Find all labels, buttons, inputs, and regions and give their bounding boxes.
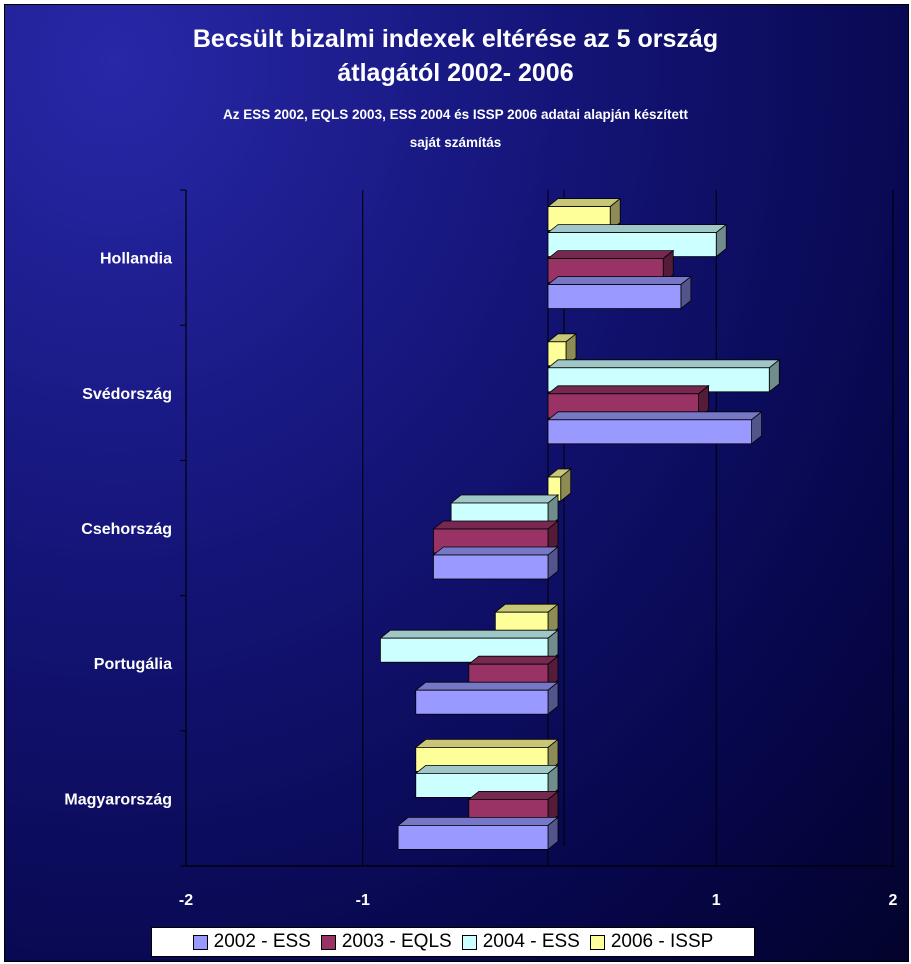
chart-subtitle-line-2: saját számítás <box>409 135 502 150</box>
legend-swatch-2002-ess <box>192 934 208 950</box>
bar-2002-ess-4-top <box>396 817 560 826</box>
legend-item-2004-ess: 2004 - ESS <box>461 931 580 953</box>
bar-2002-ess-0-top <box>546 276 693 286</box>
bar-2004-ess-1-top <box>546 359 781 369</box>
legend-label-2002-ess: 2002 - ESS <box>213 931 311 952</box>
bar-2006-issp-4-top <box>414 739 560 748</box>
legend-label-2003-eqls: 2003 - EQLS <box>341 931 452 952</box>
bar-2006-issp-3-top <box>494 603 560 613</box>
legend-item-2006-issp: 2006 - ISSP <box>589 931 714 953</box>
legend-label-2006-issp: 2006 - ISSP <box>610 931 714 952</box>
bar-2002-ess-2-top <box>432 546 560 556</box>
x-tick-label: 2 <box>889 892 898 909</box>
bar-2003-eqls-0-top <box>546 250 675 260</box>
category-label: Portugália <box>94 656 172 673</box>
bar-2003-eqls-2-top <box>432 520 560 530</box>
x-tick-label: 1 <box>712 892 721 909</box>
bar-2004-ess-3-top <box>379 629 560 639</box>
legend-item-2002-ess: 2002 - ESS <box>192 931 311 953</box>
x-tick-label: -1 <box>356 892 370 909</box>
chart-subtitle-line-1: Az ESS 2002, EQLS 2003, ESS 2004 és ISSP… <box>222 107 688 122</box>
chart-title-line-2: átlagától 2002- 2006 <box>337 59 574 87</box>
x-tick-label: -2 <box>179 892 193 909</box>
legend-swatch-2006-issp <box>589 934 605 950</box>
legend-label-2004-ess: 2004 - ESS <box>482 931 580 952</box>
bar-2006-issp-0-top <box>546 198 622 208</box>
chart-title: Becsült bizalmi indexek eltérése az 5 or… <box>0 22 911 90</box>
bar-2003-eqls-3-top <box>467 655 560 665</box>
legend-swatch-2003-eqls <box>320 934 336 950</box>
category-label: Magyarország <box>64 791 172 808</box>
bar-2002-ess-1 <box>547 419 753 445</box>
category-label: Hollandia <box>100 251 172 268</box>
bar-2002-ess-3-top <box>414 681 560 691</box>
legend-swatch-2004-ess <box>461 934 477 950</box>
bar-2004-ess-0-top <box>546 224 728 234</box>
bar-2004-ess-4-top <box>414 765 560 774</box>
chart-legend: 2002 - ESS 2003 - EQLS 2004 - ESS 2006 -… <box>151 927 755 957</box>
category-label: Csehország <box>81 521 172 538</box>
bar-2004-ess-2-top <box>449 494 560 504</box>
bar-2003-eqls-1-top <box>546 385 710 395</box>
category-label: Svédország <box>82 386 172 403</box>
bar-2002-ess-1-top <box>546 411 763 421</box>
chart-title-line-1: Becsült bizalmi indexek eltérése az 5 or… <box>192 25 719 53</box>
bar-2002-ess-2 <box>433 554 549 580</box>
bar-2002-ess-4 <box>397 825 549 850</box>
bar-2002-ess-3 <box>415 689 549 715</box>
bar-2003-eqls-4-top <box>467 791 560 800</box>
chart-frame <box>4 4 909 962</box>
legend-item-2003-eqls: 2003 - EQLS <box>320 931 452 953</box>
bar-2002-ess-0 <box>547 284 682 310</box>
chart-subtitle: Az ESS 2002, EQLS 2003, ESS 2004 és ISSP… <box>0 101 911 157</box>
